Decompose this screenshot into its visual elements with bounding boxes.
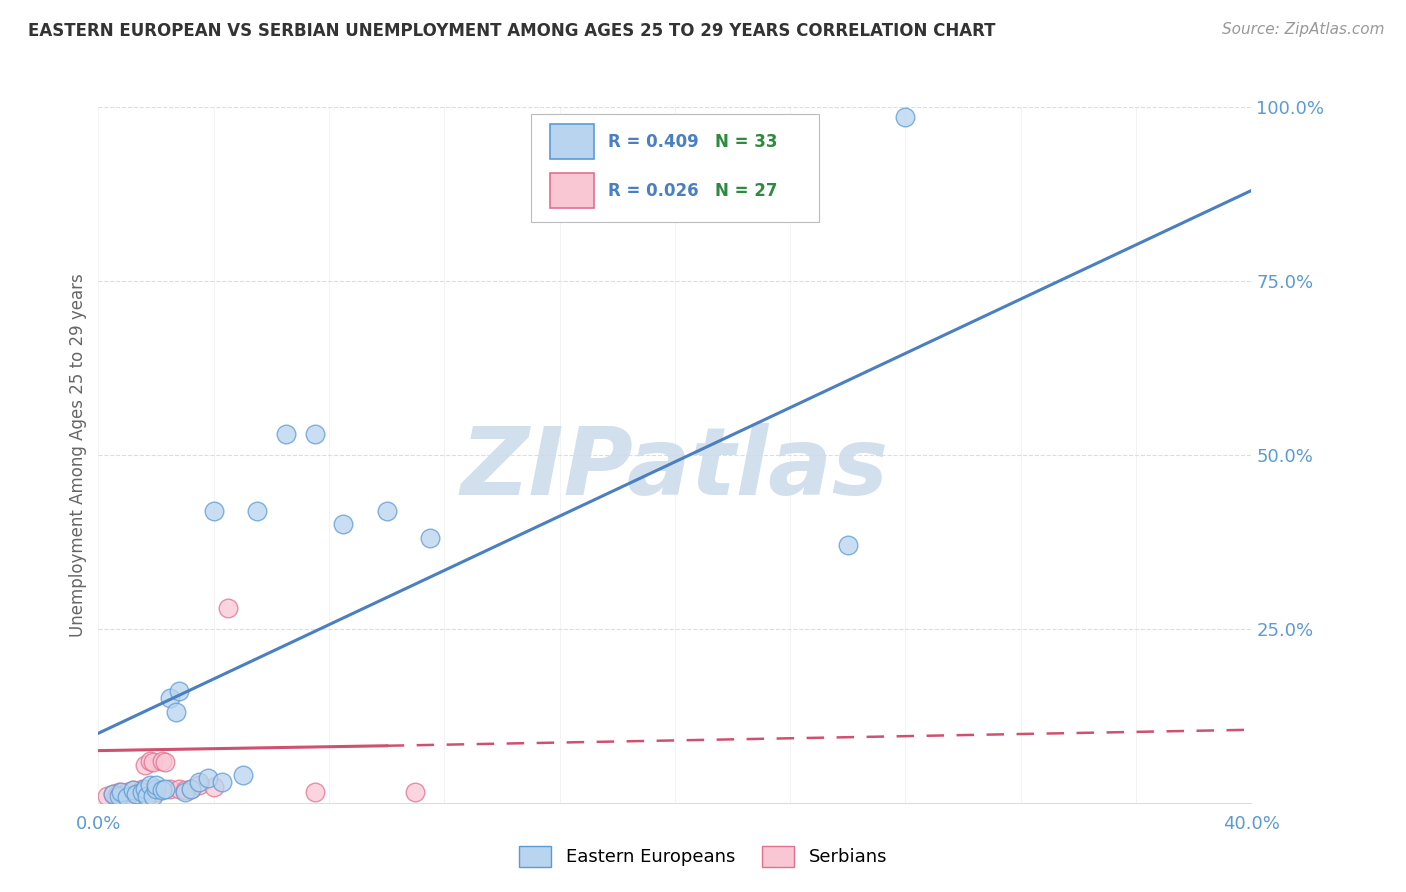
Point xyxy=(110,785,132,799)
Text: Source: ZipAtlas.com: Source: ZipAtlas.com xyxy=(1222,22,1385,37)
Point xyxy=(145,781,167,796)
Point xyxy=(120,789,142,803)
Point xyxy=(246,503,269,517)
Point xyxy=(117,785,139,799)
FancyBboxPatch shape xyxy=(550,173,595,208)
Point xyxy=(167,684,190,698)
Point xyxy=(107,789,129,803)
Text: N = 27: N = 27 xyxy=(716,182,778,200)
Point xyxy=(139,778,162,792)
Point xyxy=(110,789,132,803)
Point xyxy=(101,788,124,802)
Point xyxy=(419,532,441,546)
Point xyxy=(304,785,326,799)
Point xyxy=(332,517,354,532)
Point xyxy=(180,781,202,796)
Point xyxy=(142,756,165,770)
Y-axis label: Unemployment Among Ages 25 to 29 years: Unemployment Among Ages 25 to 29 years xyxy=(69,273,87,637)
Point xyxy=(117,790,139,805)
Point xyxy=(304,427,326,442)
Point xyxy=(153,781,176,796)
Text: R = 0.026: R = 0.026 xyxy=(607,182,699,200)
Point xyxy=(217,601,239,615)
Point xyxy=(174,785,197,799)
Point xyxy=(136,789,159,803)
Point xyxy=(375,503,398,517)
Point xyxy=(231,768,254,782)
Point xyxy=(174,783,197,797)
Point xyxy=(150,754,173,768)
Point xyxy=(167,781,190,796)
Point xyxy=(125,788,148,802)
Point xyxy=(159,691,181,706)
Point xyxy=(405,785,427,799)
Text: N = 33: N = 33 xyxy=(716,133,778,151)
Point xyxy=(139,754,162,768)
Point xyxy=(153,756,176,770)
Point xyxy=(122,783,145,797)
Point xyxy=(202,780,225,795)
Point xyxy=(145,785,167,799)
Text: ZIPatlas: ZIPatlas xyxy=(461,423,889,515)
Point xyxy=(131,781,153,796)
Point xyxy=(131,785,153,799)
Point xyxy=(150,783,173,797)
FancyBboxPatch shape xyxy=(531,114,818,222)
Point xyxy=(165,706,187,720)
Text: EASTERN EUROPEAN VS SERBIAN UNEMPLOYMENT AMONG AGES 25 TO 29 YEARS CORRELATION C: EASTERN EUROPEAN VS SERBIAN UNEMPLOYMENT… xyxy=(28,22,995,40)
Point xyxy=(159,781,181,796)
Point xyxy=(107,785,129,799)
Point xyxy=(145,778,167,792)
FancyBboxPatch shape xyxy=(550,124,595,159)
Point xyxy=(837,538,859,552)
Point xyxy=(122,783,145,797)
Point xyxy=(134,757,156,772)
Point xyxy=(202,503,225,517)
Point xyxy=(96,789,118,803)
Text: R = 0.409: R = 0.409 xyxy=(607,133,699,151)
Point xyxy=(211,775,233,789)
Point xyxy=(112,788,135,802)
Point xyxy=(142,789,165,803)
Point xyxy=(104,790,127,805)
Point xyxy=(134,781,156,796)
Point xyxy=(894,111,917,125)
Point xyxy=(101,788,124,802)
Point xyxy=(180,781,202,796)
Point xyxy=(197,772,219,786)
Point xyxy=(188,775,211,789)
Point xyxy=(128,789,150,803)
Point xyxy=(274,427,297,442)
Legend: Eastern Europeans, Serbians: Eastern Europeans, Serbians xyxy=(512,838,894,874)
Point xyxy=(125,788,148,802)
Point xyxy=(188,778,211,792)
